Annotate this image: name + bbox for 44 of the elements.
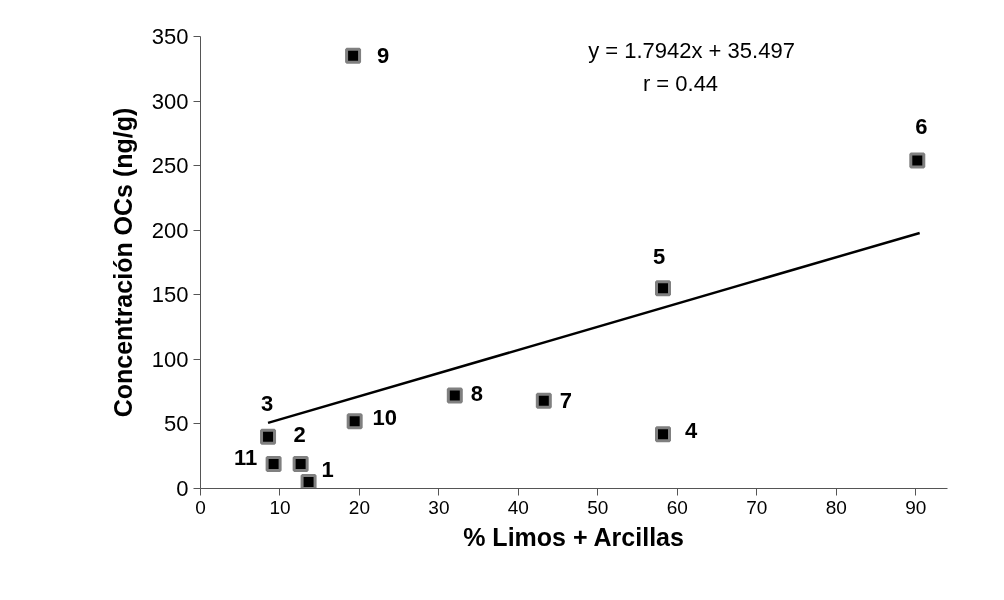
annotation: y = 1.7942x + 35.497 — [588, 38, 795, 63]
annotation: 7 — [559, 388, 572, 414]
x-axis-title: % Limos + Arcillas — [463, 522, 684, 551]
annotation: 6 — [915, 113, 928, 139]
y-tick-label: 350 — [151, 24, 189, 49]
x-tick-label: 70 — [746, 496, 768, 518]
annotation: 9 — [376, 43, 390, 69]
x-tick-label: 40 — [507, 496, 529, 518]
annotation: 10 — [372, 404, 397, 430]
point — [909, 152, 926, 169]
point — [655, 426, 671, 443]
point — [345, 47, 362, 64]
point — [655, 280, 671, 297]
annotation: 5 — [652, 243, 666, 269]
y-tick-label: 100 — [151, 346, 189, 372]
x-tick-label: 90 — [905, 496, 927, 518]
y-axis-title: Concentración OCs (ng/g) — [108, 107, 137, 418]
y-tick-label: 50 — [164, 411, 189, 437]
point — [300, 474, 317, 489]
x-tick-label: 10 — [269, 496, 291, 518]
point — [346, 413, 363, 430]
annotation: 2 — [293, 422, 306, 448]
x-tick-label: 80 — [825, 496, 847, 518]
y-tick-label: 0 — [176, 476, 189, 501]
x-tick-label: 60 — [666, 496, 688, 518]
point — [260, 428, 277, 445]
y-tick-label: 250 — [151, 153, 189, 179]
annotation: 8 — [470, 381, 483, 407]
y-tick-label: 200 — [151, 217, 189, 243]
annotation: 11 — [233, 445, 258, 471]
point — [446, 387, 463, 404]
annotation: 3 — [260, 391, 274, 417]
x-tick-label: 20 — [348, 496, 371, 518]
x-tick-label: 30 — [428, 496, 450, 518]
point — [535, 392, 552, 409]
y-tick-label: 300 — [151, 88, 189, 114]
x-tick-label: 0 — [195, 496, 206, 518]
point — [292, 455, 309, 472]
y-tick-label: 150 — [151, 282, 189, 308]
x-tick-label: 50 — [587, 496, 609, 518]
annotation: 1 — [321, 456, 334, 482]
annotation: r = 0.44 — [642, 71, 719, 96]
point — [265, 455, 282, 472]
annotation: 4 — [684, 417, 698, 443]
